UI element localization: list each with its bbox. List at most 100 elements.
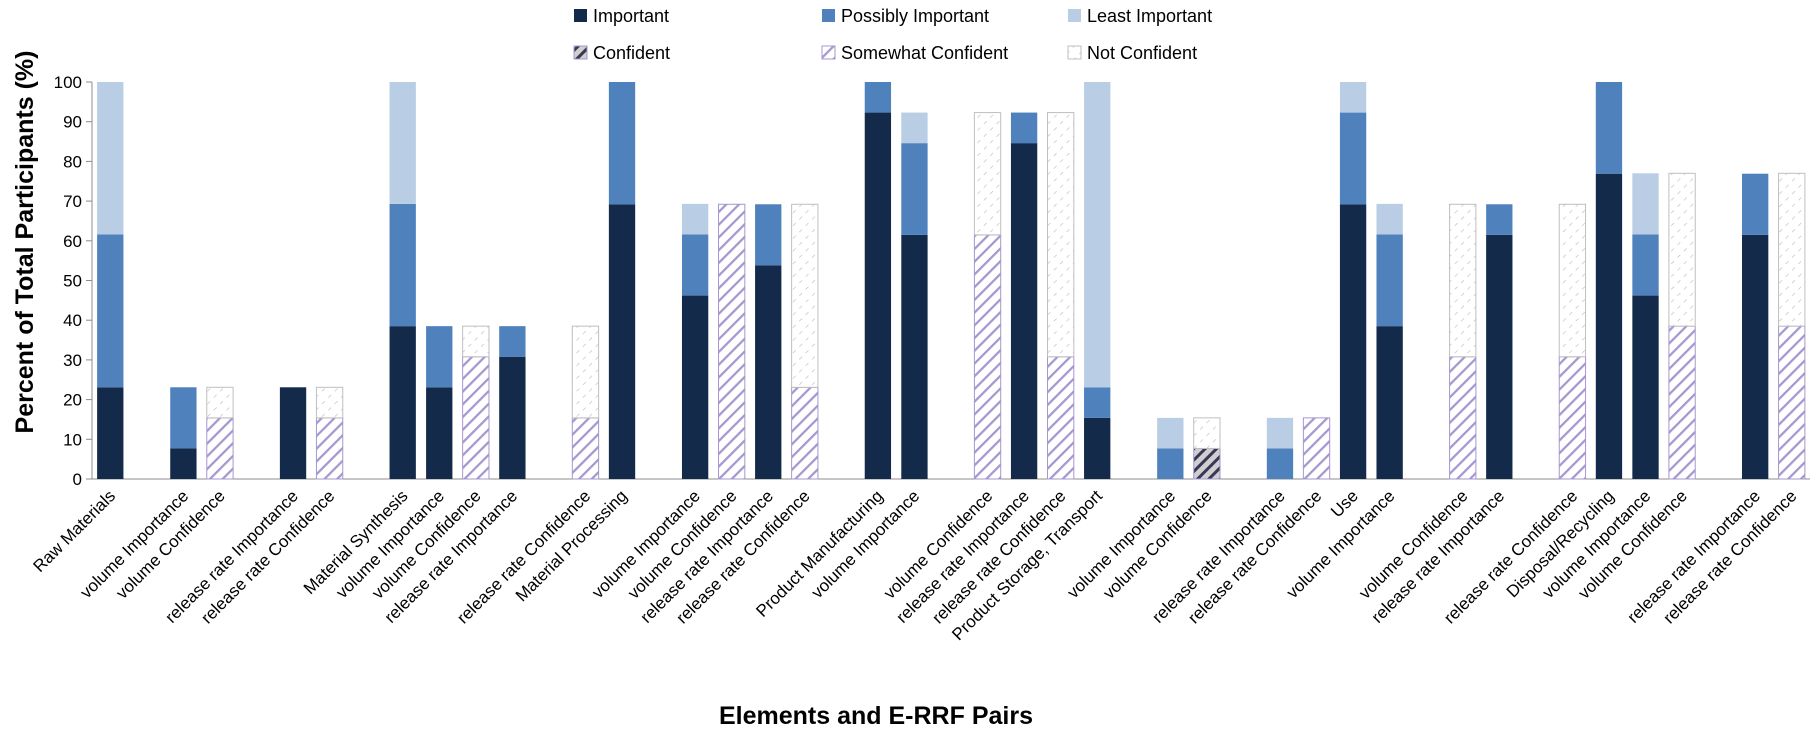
bar-segment-important	[1595, 173, 1623, 479]
bar-segment-somewhat-confident	[1778, 325, 1806, 480]
legend: Important Possibly Important Least Importa…	[573, 6, 1212, 63]
legend-item-least-important: Least Important	[1068, 6, 1212, 26]
bar-segment-somewhat-confident	[315, 417, 344, 480]
bar-segment-least-important	[1266, 417, 1294, 449]
bar-segment-important	[864, 112, 892, 479]
y-tick-label: 30	[63, 351, 82, 370]
bar-segment-somewhat-confident	[571, 417, 600, 480]
bar-volume-confidence	[1668, 172, 1696, 480]
y-tick-label: 60	[63, 232, 82, 251]
bar-volume-importance	[1632, 173, 1659, 479]
bar-segment-somewhat-confident	[718, 203, 746, 480]
bar-segment-possibly-important	[170, 387, 197, 449]
legend-swatch	[821, 45, 836, 60]
bar-volume-confidence	[973, 112, 1002, 480]
bar-segment-not-confident	[1558, 203, 1587, 358]
bar-segment-possibly-important	[1486, 204, 1513, 235]
bar-release-rate-confidence	[1778, 172, 1806, 480]
legend-item-confident: Confident	[573, 43, 670, 63]
y-tick-label: 50	[63, 272, 82, 291]
legend-item-possibly-important: Possibly Important	[822, 6, 989, 26]
bar-segment-least-important	[1376, 203, 1403, 235]
legend-item-important: Important	[574, 6, 669, 26]
bar-segment-least-important	[1339, 82, 1367, 113]
bar-volume-confidence	[1449, 203, 1477, 480]
bar-release-rate-confidence	[571, 325, 600, 480]
bar-release-rate-importance	[499, 326, 526, 479]
bar-segment-important	[1339, 204, 1367, 479]
bar-release-rate-confidence	[1047, 112, 1075, 480]
bar-release-rate-importance	[1266, 417, 1294, 479]
bar-segment-possibly-important	[864, 82, 892, 113]
legend-item-somewhat-confident: Somewhat Confident	[821, 43, 1008, 63]
bar-segment-possibly-important	[426, 326, 453, 388]
bar-segment-somewhat-confident	[1047, 356, 1075, 480]
bar-material-processing	[608, 82, 636, 479]
legend-label: Least Important	[1087, 6, 1212, 26]
bar-product-manufacturing	[864, 82, 892, 479]
bar-segment-not-confident	[1047, 112, 1075, 358]
bar-volume-importance	[681, 203, 709, 479]
legend-item-not-confident: Not Confident	[1067, 43, 1197, 63]
bar-segment-possibly-important	[755, 204, 782, 266]
bar-segment-not-confident	[206, 386, 234, 419]
legend-swatch	[573, 45, 588, 60]
bar-segment-important	[499, 356, 526, 479]
bar-release-rate-confidence	[315, 386, 344, 480]
bar-segment-important	[1010, 143, 1038, 479]
bar-segment-least-important	[681, 203, 709, 235]
bar-segment-possibly-important	[97, 234, 124, 388]
bar-segment-important	[608, 204, 636, 479]
bar-segment-not-confident	[462, 325, 490, 358]
bar-use	[1339, 82, 1367, 479]
bar-raw-materials	[97, 82, 124, 479]
bar-segment-confident	[1193, 447, 1221, 480]
legend-label: Possibly Important	[841, 6, 989, 26]
bar-segment-least-important	[97, 82, 124, 235]
y-axis-title: Percent of Total Participants (%)	[11, 51, 39, 434]
bar-release-rate-importance	[1486, 204, 1513, 479]
bar-segment-not-confident	[315, 386, 344, 419]
bar-volume-importance	[1157, 417, 1184, 479]
bar-segment-possibly-important	[1157, 448, 1184, 479]
y-tick-label: 40	[63, 311, 82, 330]
bar-volume-importance	[901, 112, 928, 479]
bar-segment-important	[97, 387, 124, 479]
bar-segment-somewhat-confident	[791, 386, 819, 480]
bar-segment-important	[1376, 326, 1403, 479]
bar-segment-important	[279, 387, 307, 479]
bar-segment-somewhat-confident	[1449, 356, 1477, 480]
bar-release-rate-confidence	[1558, 203, 1587, 480]
legend-swatch	[822, 9, 835, 22]
bar-segment-least-important	[901, 112, 928, 144]
y-tick-label: 10	[63, 430, 82, 449]
axes: 0 10 20 30 40 50 60 70 80 90 100	[54, 73, 1810, 489]
y-tick-label: 80	[63, 152, 82, 171]
legend-label: Confident	[593, 43, 670, 63]
bar-segment-least-important	[1084, 82, 1111, 388]
bar-segment-not-confident	[1193, 417, 1221, 449]
bar-segment-possibly-important	[901, 143, 928, 235]
bar-segment-possibly-important	[681, 234, 709, 296]
bar-segment-least-important	[1157, 417, 1184, 449]
bar-segment-possibly-important	[1595, 82, 1623, 174]
bar-release-rate-importance	[1010, 112, 1038, 479]
legend-label: Somewhat Confident	[841, 43, 1008, 63]
y-tick-label: 70	[63, 192, 82, 211]
bar-segment-important	[1742, 234, 1769, 479]
bar-segment-somewhat-confident	[973, 234, 1002, 480]
bar-segment-important	[170, 448, 197, 479]
bar-release-rate-confidence	[791, 203, 819, 480]
legend-swatch	[574, 9, 587, 22]
bar-volume-confidence	[462, 325, 490, 480]
y-tick-label: 90	[63, 113, 82, 132]
bar-segment-somewhat-confident	[206, 417, 234, 480]
bar-volume-importance	[426, 326, 453, 479]
bar-volume-confidence	[1193, 417, 1221, 480]
legend-swatch	[1067, 45, 1082, 60]
bar-segment-important	[1084, 417, 1111, 479]
bar-segment-least-important	[1632, 173, 1659, 235]
bar-volume-importance	[1376, 203, 1403, 479]
bar-segment-not-confident	[791, 203, 819, 388]
